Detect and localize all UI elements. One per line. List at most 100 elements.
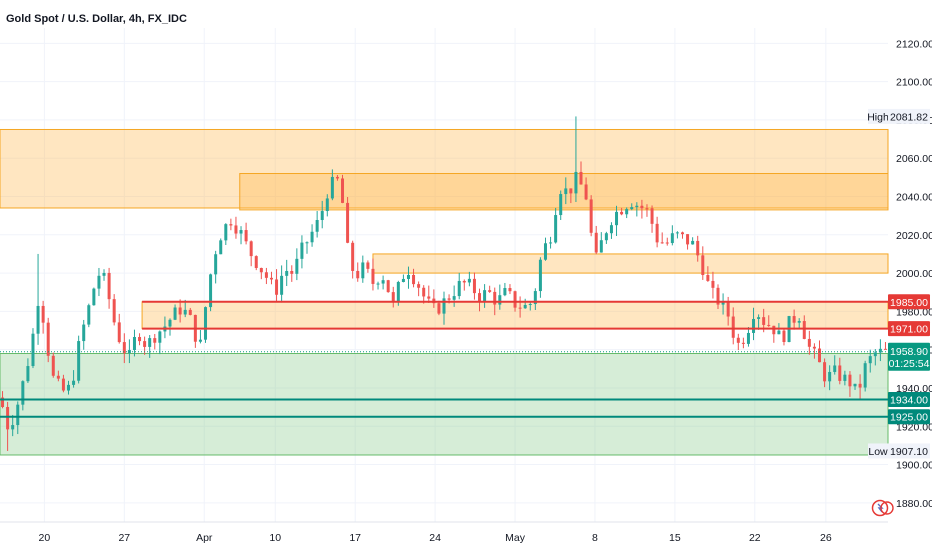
candle-body [386, 280, 390, 293]
candle [716, 284, 720, 310]
candle [26, 358, 30, 383]
candle [731, 307, 735, 345]
candle-body [11, 425, 15, 430]
x-tick-label: 10 [269, 532, 281, 544]
candle-body [406, 274, 410, 279]
candle [204, 306, 208, 343]
candle [36, 253, 40, 345]
candle-body [716, 287, 720, 305]
candle [280, 265, 284, 303]
candle [838, 357, 842, 385]
candle [412, 268, 416, 288]
candle-body [599, 240, 603, 253]
candle [457, 272, 461, 300]
candle [701, 246, 705, 280]
candle [310, 224, 314, 247]
x-tick-label: 15 [669, 532, 681, 544]
candle [16, 401, 20, 435]
y-tick-label: 1880.00 [896, 498, 932, 510]
candle-body [417, 284, 421, 288]
candle [401, 274, 405, 283]
high-tag: High [867, 111, 889, 123]
candle-body [848, 374, 852, 387]
candle [782, 328, 786, 346]
candle [660, 232, 664, 244]
candle-body [452, 296, 456, 300]
candle [645, 204, 649, 217]
candle [153, 333, 157, 350]
candle [82, 319, 86, 350]
x-tick-label: 24 [429, 532, 441, 544]
candle [706, 266, 710, 282]
candle [599, 232, 603, 253]
candle-body [330, 176, 334, 199]
candle [6, 401, 10, 451]
candle [427, 285, 431, 304]
candle-body [269, 277, 273, 280]
candle-body [61, 378, 65, 391]
candle-body [604, 233, 608, 241]
candle [488, 285, 492, 293]
candle-body [528, 304, 532, 306]
candle-body [650, 208, 654, 224]
candle-body [518, 307, 522, 309]
candle [878, 339, 882, 362]
candle-body [752, 318, 756, 333]
candle-body [833, 365, 837, 372]
candle [300, 235, 304, 269]
candle [249, 240, 253, 267]
candle-body [356, 270, 360, 279]
candle-body [457, 280, 461, 297]
low-tag: Low [868, 446, 888, 458]
candle-body [493, 291, 497, 305]
candle [381, 275, 385, 290]
candle-body [812, 346, 816, 349]
candle-body [777, 330, 781, 335]
y-tick-label: 1980.00 [896, 306, 932, 318]
candle [259, 267, 263, 280]
candle-body [16, 404, 20, 426]
candle-body [817, 348, 821, 363]
candle [609, 222, 613, 239]
candle [361, 255, 365, 283]
candle-body [574, 171, 578, 194]
candle [275, 269, 279, 303]
candle-body [107, 272, 111, 300]
candle-body [554, 215, 558, 243]
bar-countdown: 01:25:54 [889, 358, 930, 370]
candle [503, 282, 507, 297]
candle-body [442, 298, 446, 314]
candle-body [295, 258, 299, 274]
candle [549, 236, 553, 249]
candle [741, 337, 745, 349]
candle [148, 335, 152, 358]
candle-body [858, 383, 862, 388]
time-axis[interactable]: 20 27 Apr 10 17 24 May 8 15 22 26 [0, 521, 888, 544]
candle [92, 287, 96, 306]
candle-body [168, 319, 172, 327]
candle [138, 333, 142, 346]
candle [498, 284, 502, 310]
y-tick-label: 2040.00 [896, 191, 932, 203]
candle [51, 352, 55, 378]
candle [670, 225, 674, 246]
candle-body [46, 322, 50, 356]
candle [61, 374, 65, 393]
high-price-box [888, 108, 930, 124]
candle [630, 203, 634, 211]
x-tick-label: Apr [196, 532, 213, 544]
low-tag-box [868, 443, 888, 459]
candle-body [183, 309, 187, 315]
candle [483, 284, 487, 308]
candle [406, 266, 410, 289]
tradingview-logo-icon[interactable] [871, 499, 894, 517]
candle [31, 328, 35, 369]
candle-body [660, 242, 664, 244]
candle-body [305, 242, 309, 244]
high-price-label: 2081.82 [890, 111, 928, 123]
candle [802, 315, 806, 340]
candle-body [686, 234, 690, 245]
candle-body [696, 240, 700, 256]
